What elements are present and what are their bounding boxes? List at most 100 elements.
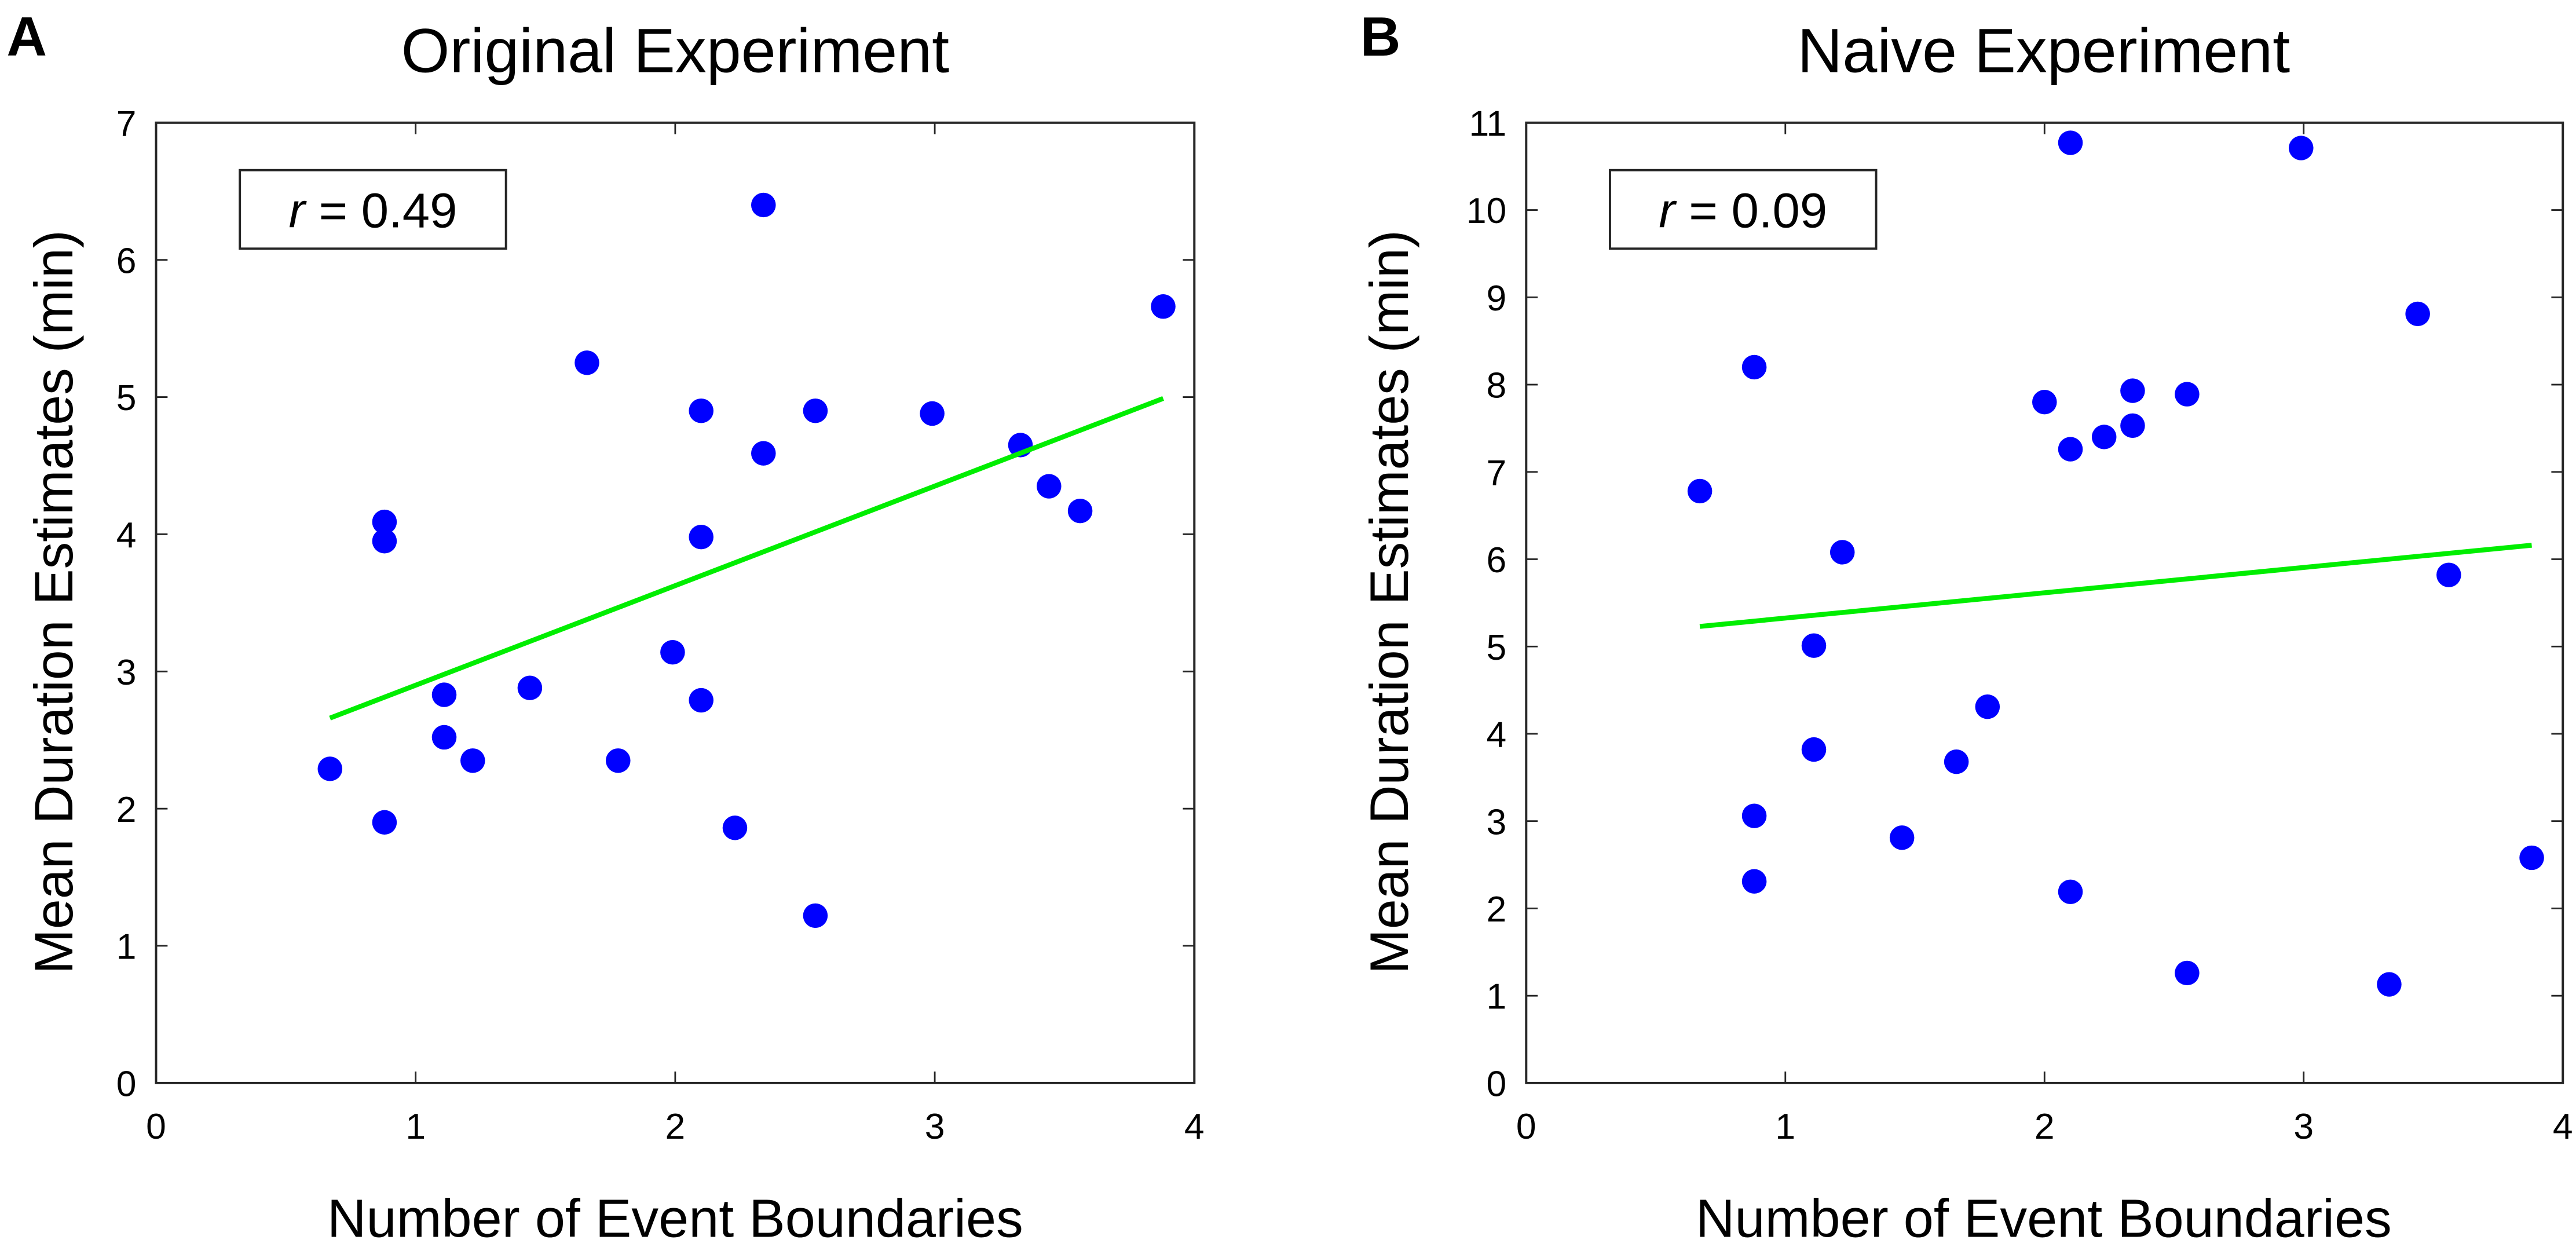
- y-axis-label: Mean Duration Estimates (min): [1359, 230, 1419, 974]
- data-point: [2436, 562, 2461, 587]
- x-tick-label: 1: [405, 1107, 426, 1147]
- regression-line: [329, 396, 1165, 721]
- y-tick-label: 0: [116, 1065, 137, 1105]
- axes-box: [1525, 121, 2564, 1084]
- data-point: [1801, 633, 1827, 658]
- data-point: [606, 748, 631, 773]
- axes-box: [155, 121, 1196, 1084]
- y-tick-label: 4: [116, 515, 137, 555]
- x-tick-label: 1: [1775, 1107, 1795, 1147]
- chart-title: Original Experiment: [401, 16, 950, 85]
- y-tick-label: 6: [1487, 540, 1507, 580]
- y-tick-label: 5: [116, 378, 137, 418]
- x-tick-label: 0: [1516, 1107, 1536, 1147]
- data-point: [1889, 825, 1915, 850]
- data-point: [2175, 382, 2200, 407]
- y-tick-label: 4: [1487, 715, 1507, 755]
- data-point: [2175, 960, 2200, 986]
- x-tick-label: 2: [665, 1107, 686, 1147]
- data-point: [1741, 869, 1767, 894]
- data-point: [751, 192, 776, 218]
- data-point: [2058, 879, 2083, 904]
- y-tick-label: 1: [1487, 977, 1507, 1017]
- data-point: [517, 675, 543, 700]
- correlation-symbol: r: [288, 183, 307, 238]
- y-tick-label: 3: [1487, 802, 1507, 842]
- x-tick-label: 3: [925, 1107, 945, 1147]
- x-axis-label: Number of Event Boundaries: [1696, 1188, 2392, 1249]
- correlation-value: = 0.49: [305, 183, 458, 238]
- y-tick-label: 8: [1487, 366, 1507, 406]
- data-point: [1944, 749, 1969, 774]
- panel-label: A: [6, 6, 47, 68]
- plot-area: 0 1 2 3 4 0 1 2 3 4 5 6 7 r = 0.49: [116, 104, 1205, 1147]
- panel-b: B Naive Experiment Number of Event Bound…: [1359, 6, 2573, 1248]
- data-point: [722, 815, 748, 840]
- data-point: [689, 687, 713, 713]
- chart-title: Naive Experiment: [1798, 16, 2290, 85]
- y-tick-label: 2: [116, 790, 137, 830]
- data-point: [1741, 354, 1767, 380]
- y-axis-label: Mean Duration Estimates (min): [23, 230, 84, 974]
- data-point: [803, 903, 828, 928]
- data-point: [2032, 389, 2057, 415]
- data-point: [431, 725, 457, 750]
- data-point: [1801, 737, 1827, 762]
- data-point: [751, 441, 776, 466]
- data-point: [1975, 694, 2000, 719]
- correlation-box: [239, 169, 507, 250]
- data-point: [372, 509, 397, 535]
- y-tick-label: 1: [116, 927, 137, 967]
- correlation-symbol: r: [1659, 183, 1677, 238]
- y-tick-label: 0: [1487, 1065, 1507, 1105]
- y-tick-label: 7: [1487, 453, 1507, 493]
- y-tick-label: 9: [1487, 279, 1507, 319]
- regression-line: [1699, 543, 2532, 629]
- panel-label: B: [1360, 6, 1401, 68]
- y-tick-label: 7: [116, 104, 137, 144]
- data-point: [575, 350, 599, 375]
- data-point: [1829, 540, 1855, 565]
- y-tick-label: 11: [1469, 104, 1506, 144]
- data-point: [920, 401, 945, 426]
- x-tick-label: 2: [2035, 1107, 2055, 1147]
- data-point: [803, 398, 828, 423]
- data-point: [372, 529, 397, 554]
- data-point: [1687, 478, 1713, 504]
- x-tick-label: 0: [146, 1107, 166, 1147]
- correlation-value: = 0.09: [1675, 183, 1828, 238]
- data-point: [431, 682, 457, 707]
- y-tick-label: 6: [116, 241, 137, 281]
- data-point: [1741, 803, 1767, 828]
- correlation-label: r = 0.49: [288, 183, 457, 238]
- data-point: [2120, 378, 2145, 403]
- data-point: [660, 639, 685, 665]
- y-tick-label: 3: [116, 653, 137, 693]
- data-point: [2058, 130, 2083, 155]
- correlation-label: r = 0.09: [1659, 183, 1827, 238]
- y-tick-label: 5: [1487, 628, 1507, 668]
- data-point: [2405, 301, 2430, 327]
- data-point: [317, 756, 343, 781]
- data-point: [1037, 474, 1062, 499]
- x-tick-label: 4: [1184, 1107, 1205, 1147]
- y-tick-label: 2: [1487, 890, 1507, 930]
- data-point: [460, 748, 485, 773]
- data-point: [2519, 845, 2544, 871]
- x-tick-label: 4: [2553, 1107, 2573, 1147]
- data-point: [689, 524, 713, 550]
- data-point: [689, 398, 713, 423]
- x-tick-label: 3: [2293, 1107, 2314, 1147]
- data-point: [2091, 425, 2117, 449]
- correlation-box: [1608, 169, 1878, 250]
- data-point: [2120, 413, 2145, 438]
- data-point: [1151, 294, 1176, 319]
- data-point: [2058, 437, 2083, 462]
- y-tick-label: 10: [1466, 191, 1506, 231]
- plot-area: 0 1 2 3 4 0 1 2 3 4 5 6 7 8 9 10 11 r = 0.09: [1466, 104, 2573, 1147]
- data-point: [372, 810, 397, 835]
- panel-a: A Original Experiment Number of Event Bo…: [6, 6, 1204, 1248]
- data-point: [1067, 498, 1093, 524]
